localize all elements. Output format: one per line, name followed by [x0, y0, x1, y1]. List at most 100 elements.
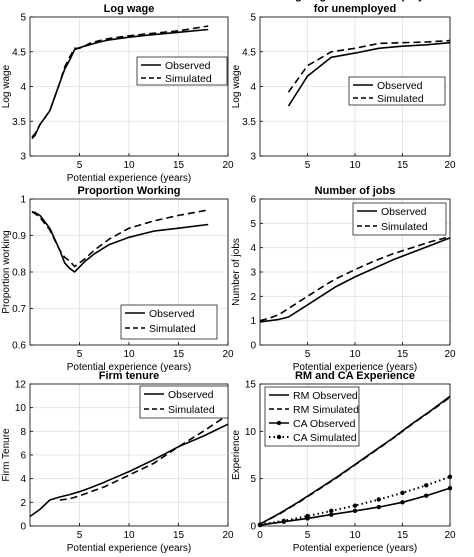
series-point	[424, 493, 429, 498]
x-tick-label: 5	[77, 349, 83, 360]
legend: Observed Simulated	[352, 202, 447, 236]
x-tick-label: 5	[77, 160, 83, 171]
y-tick-label: 5	[250, 219, 256, 230]
y-tick-label: 0	[250, 341, 256, 352]
legend: RM Observed RM Simulated CA Observed CA Sim…	[264, 386, 360, 447]
y-tick-label: 4.5	[242, 47, 256, 58]
y-tick-label: 4	[20, 474, 26, 485]
y-tick-label: 0	[20, 522, 26, 533]
series-point	[400, 490, 405, 496]
series-line-1	[29, 423, 229, 518]
y-axis-label: Log wage	[231, 64, 242, 108]
series-line-1	[287, 41, 451, 107]
series-line-2	[59, 414, 229, 501]
legend-marker	[276, 434, 282, 440]
y-tick-label: 3.5	[12, 117, 26, 128]
legend-label: CA Observed	[293, 418, 356, 430]
y-tick-label: 4	[20, 82, 26, 93]
legend-box	[136, 56, 228, 86]
y-tick-label: 1	[250, 316, 256, 327]
series-point	[329, 508, 334, 514]
x-tick-label: 10	[123, 530, 135, 541]
x-tick-label: 5	[305, 160, 311, 171]
x-tick-label: 15	[397, 530, 409, 541]
chart-panel-6: 0 5 10 15 20 0 5 10 15 RM and CA Experience Potent…	[231, 370, 456, 554]
series-line-1	[259, 237, 451, 323]
y-tick-label: 4	[250, 243, 256, 254]
series-point	[305, 513, 310, 519]
x-axis-label: Potential experience (years)	[293, 362, 418, 373]
y-tick-label: 3	[250, 268, 256, 279]
y-axis-label: Number of jobs	[231, 238, 242, 306]
chart-panel-2: 5 10 15 20 3 3.5 4 4.5 5 Last log wage before une…	[231, 0, 456, 171]
series-point	[376, 497, 381, 502]
x-tick-label: 15	[397, 349, 409, 360]
y-tick-label: 12	[15, 380, 27, 391]
y-axis-label: Log wage	[1, 64, 12, 108]
x-tick-label: 10	[349, 530, 361, 541]
x-tick-label: 20	[222, 349, 234, 360]
series-point	[281, 518, 286, 523]
chart-panel-3: 5 10 15 20 0.6 0.7 0.8 0.9 1 Proportion Working Po…	[1, 185, 234, 373]
panel-title: Log wage	[104, 3, 155, 15]
series-point	[400, 500, 405, 505]
y-tick-label: 2	[20, 498, 26, 509]
y-tick-label: 10	[245, 427, 257, 438]
y-tick-label: 5	[250, 13, 256, 24]
legend-box	[139, 385, 229, 419]
series-line-2	[287, 39, 451, 93]
x-axis-label: Potential experience (years)	[67, 543, 192, 554]
x-tick-label: 20	[444, 530, 456, 541]
legend-label: Observed	[381, 206, 427, 218]
y-tick-label: 0	[250, 522, 256, 533]
y-tick-label: 2	[250, 292, 256, 303]
chart-panel-5: 5 10 15 20 0 2 4 6 8 10 12 Firm tenure Potential exp…	[1, 370, 234, 554]
legend-label: Simulated	[381, 221, 428, 233]
x-tick-label: 10	[349, 349, 361, 360]
x-axis-label: Potential experience (years)	[293, 543, 418, 554]
series-line-2	[31, 209, 209, 268]
legend-label: Simulated	[377, 93, 424, 105]
y-tick-label: 4.5	[12, 47, 26, 58]
y-tick-label: 5	[20, 13, 26, 24]
y-tick-label: 4	[250, 82, 256, 93]
y-axis-label: Firm Tenure	[1, 428, 12, 482]
y-tick-label: 6	[250, 195, 256, 206]
x-tick-label: 10	[349, 160, 361, 171]
x-tick-label: 20	[444, 349, 456, 360]
series-line-1	[31, 211, 209, 273]
x-tick-label: 5	[305, 349, 311, 360]
legend-box	[352, 202, 447, 236]
x-tick-label: 0	[257, 530, 263, 541]
legend-label: RM Observed	[293, 390, 358, 402]
y-tick-label: 3	[250, 152, 256, 163]
y-axis-label: Proportion working	[1, 230, 12, 313]
x-tick-label: 15	[173, 530, 185, 541]
x-axis-label: Potential experience (years)	[67, 173, 192, 184]
series-point	[352, 503, 358, 508]
legend-label: Simulated	[149, 323, 196, 335]
panel-title: Proportion Working	[77, 185, 180, 197]
y-tick-label: 0.9	[12, 231, 26, 242]
x-tick-label: 20	[444, 160, 456, 171]
legend-marker	[276, 420, 282, 426]
panel-title: Last log wage before unemploymentfor une…	[260, 0, 451, 15]
x-axis-label: Potential experience (years)	[67, 362, 192, 373]
x-tick-label: 5	[77, 530, 83, 541]
series-line-2	[259, 396, 451, 525]
legend-label: Observed	[377, 80, 423, 92]
y-tick-label: 3.5	[242, 117, 256, 128]
legend-label: Observed	[168, 389, 214, 401]
legend-label: Observed	[149, 308, 195, 320]
x-tick-label: 20	[222, 530, 234, 541]
panel-title: RM and CA Experience	[295, 370, 415, 382]
y-tick-label: 15	[245, 380, 257, 391]
legend-label: Observed	[165, 60, 211, 72]
y-tick-label: 0.7	[12, 304, 26, 315]
series-point	[376, 504, 381, 510]
x-tick-label: 10	[123, 349, 135, 360]
chart-panel-4: 5 10 15 20 0 1 2 3 4 5 6 Number of jobs Potential ex…	[231, 185, 456, 373]
x-tick-label: 20	[222, 160, 234, 171]
legend: Observed Simulated	[120, 304, 218, 340]
